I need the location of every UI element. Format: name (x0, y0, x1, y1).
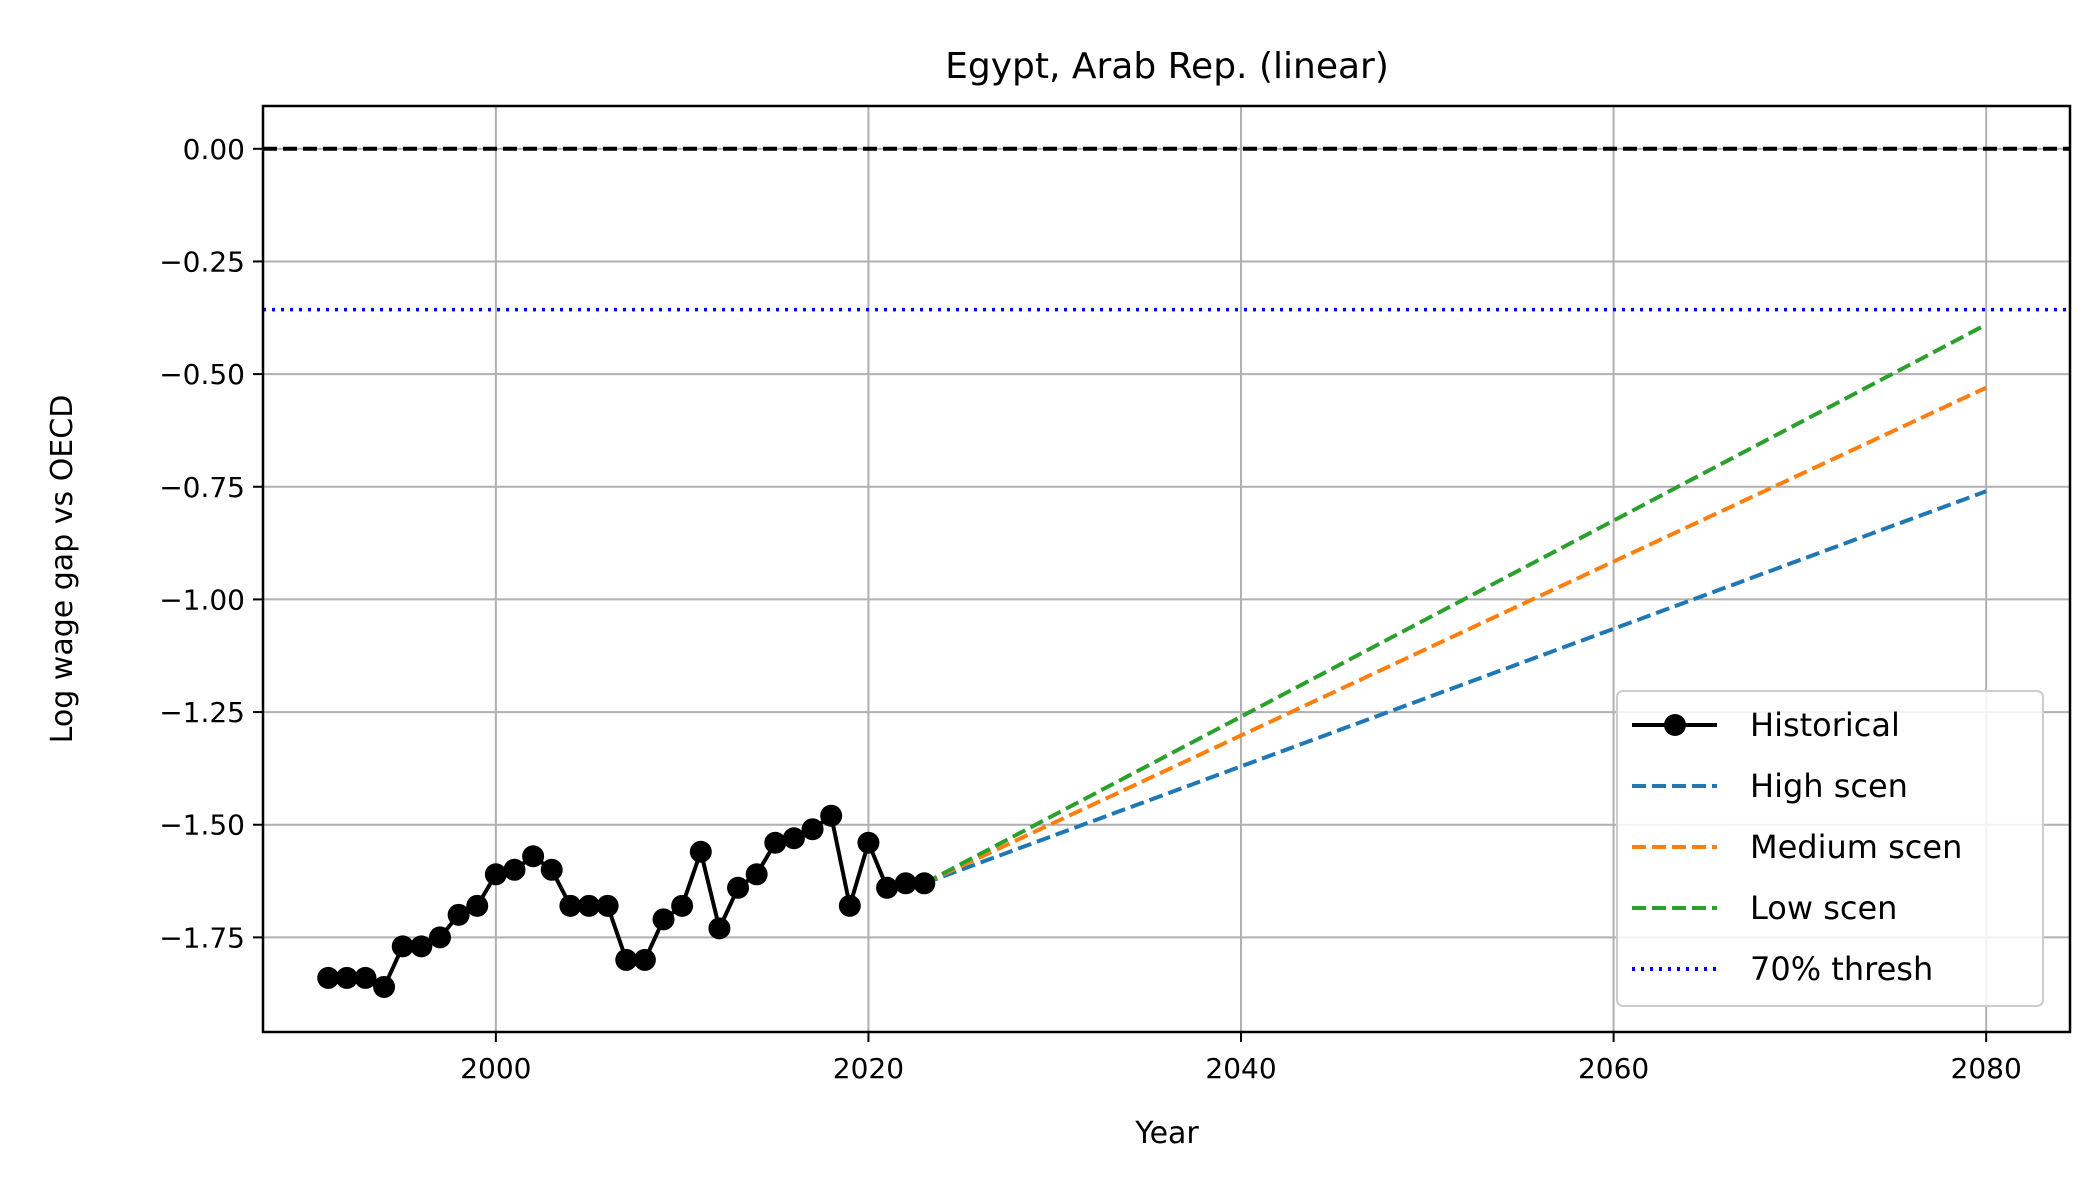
x-tick-label: 2060 (1578, 1052, 1649, 1085)
data-point-historical (410, 935, 433, 958)
y-tick-label: −1.50 (159, 809, 245, 842)
legend: Historical High scen Medium scen Low scen 70… (1616, 690, 2044, 1007)
reference-lines (263, 146, 2070, 312)
y-tick-label: −0.50 (159, 358, 245, 391)
y-tick-label: −0.25 (159, 245, 245, 278)
data-point-historical (838, 894, 861, 917)
data-point-historical (335, 966, 358, 989)
x-tick-label: 2020 (833, 1052, 904, 1085)
data-point-historical (652, 908, 675, 931)
y-tick-label: −1.25 (159, 696, 245, 729)
x-tick-label: 2000 (460, 1052, 531, 1085)
legend-label: 70% thresh (1750, 950, 1933, 988)
x-tick-label: 2080 (1951, 1052, 2022, 1085)
data-point-historical (764, 831, 787, 854)
data-point-historical (447, 903, 470, 926)
data-point-historical (615, 948, 638, 971)
data-point-historical (354, 966, 377, 989)
y-tick-label: −0.75 (159, 471, 245, 504)
data-point-historical (578, 894, 601, 917)
data-point-historical (633, 948, 656, 971)
series-lines (317, 322, 1988, 998)
data-point-historical (484, 863, 507, 886)
x-axis-title: Year (1134, 1116, 1199, 1151)
data-point-historical (596, 894, 619, 917)
data-point-historical (671, 894, 694, 917)
data-point-historical (801, 818, 824, 841)
data-point-historical (559, 894, 582, 917)
legend-label: High scen (1750, 767, 1908, 805)
plot-frame (261, 104, 2072, 1034)
data-point-historical (782, 827, 805, 850)
data-point-historical (466, 894, 489, 917)
legend-box (1616, 690, 2044, 1007)
legend-label: Medium scen (1750, 828, 1962, 866)
legend-marker (1664, 714, 1686, 736)
series-line-medium-scen (923, 385, 1988, 886)
data-point-historical (820, 804, 843, 827)
data-point-historical (727, 876, 750, 899)
data-point-historical (503, 858, 526, 881)
data-point-historical (373, 975, 396, 998)
y-tick-label: 0.00 (183, 133, 245, 166)
data-point-historical (428, 926, 451, 949)
data-point-historical (708, 917, 731, 940)
data-point-historical (391, 935, 414, 958)
data-point-historical (745, 863, 768, 886)
legend-label: Historical (1750, 706, 1900, 744)
data-point-historical (317, 966, 340, 989)
data-point-historical (522, 845, 545, 868)
data-point-historical (913, 872, 936, 895)
legend-label: Low scen (1750, 889, 1897, 927)
series-line-high-scen (923, 489, 1987, 886)
data-point-historical (894, 872, 917, 895)
y-axis-title: Log wage gap vs OECD (45, 395, 80, 744)
y-tick-label: −1.00 (159, 583, 245, 616)
data-point-historical (857, 831, 880, 854)
axis-ticks: 2000 2020 2040 2060 2080 0.00 −0.25 −0.50 −0.75 −… (159, 133, 2022, 1085)
x-tick-label: 2040 (1205, 1052, 1276, 1085)
chart-title: Egypt, Arab Rep. (linear) (945, 46, 1389, 87)
data-point-historical (540, 858, 563, 881)
y-tick-label: −1.75 (159, 921, 245, 954)
data-point-historical (689, 840, 712, 863)
data-point-historical (876, 876, 899, 899)
